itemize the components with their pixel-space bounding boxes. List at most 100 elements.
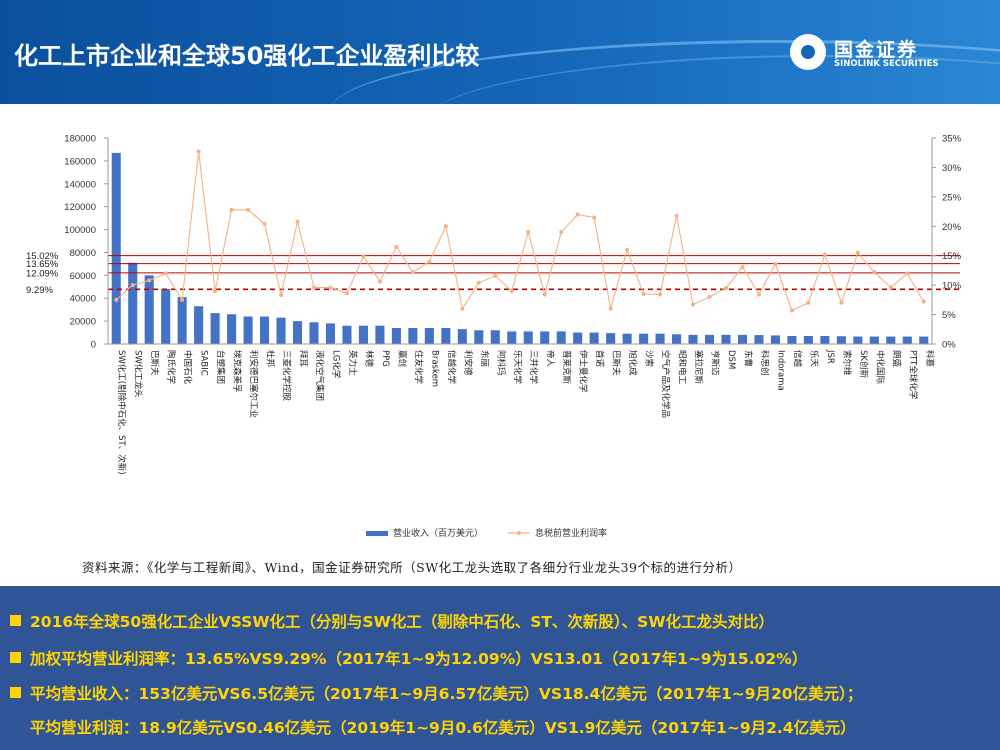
x-tick-label-17: PPG: [380, 350, 390, 367]
y-left-tick-label: 100000: [64, 225, 96, 236]
margin-point-3: [147, 278, 152, 283]
margin-point-42: [789, 308, 794, 313]
x-tick-label-25: 乐天化学: [512, 350, 523, 385]
x-tick-label-48: 朗盛: [891, 350, 902, 368]
x-tick-label-6: SABIC: [199, 350, 209, 376]
margin-point-22: [460, 306, 465, 311]
margin-point-10: [262, 221, 267, 226]
bar-16: [358, 325, 368, 344]
x-tick-label-28: 普莱克斯: [561, 350, 572, 385]
x-tick-label-43: 乐天: [808, 350, 819, 368]
x-tick-label-2: SW化工龙头: [133, 350, 144, 398]
bar-47: [869, 336, 879, 344]
x-tick-label-3: 巴斯夫: [149, 350, 160, 376]
margin-point-29: [575, 212, 580, 217]
summary-bullet-3: 平均营业收入：153亿美元VS6.5亿美元（2017年1~9月6.57亿美元）V…: [10, 682, 862, 704]
summary-text-3: 平均营业收入：153亿美元VS6.5亿美元（2017年1~9月6.57亿美元）V…: [30, 685, 863, 703]
x-tick-label-39: 东曹: [742, 350, 753, 367]
x-tick-label-10: 杜邦: [265, 350, 276, 368]
bar-35: [672, 334, 682, 344]
bar-49: [902, 336, 912, 344]
margin-point-25: [509, 289, 514, 294]
bar-32: [622, 333, 632, 344]
margin-point-16: [361, 254, 366, 259]
reference-label-3: 12.09%: [26, 268, 59, 279]
margin-point-4: [163, 271, 168, 276]
margin-point-36: [691, 302, 696, 307]
bar-33: [639, 333, 649, 344]
bar-10: [260, 316, 270, 344]
logo-en-text: SINOLINK SECURITIES: [834, 59, 939, 69]
bar-7: [210, 313, 220, 344]
x-tick-label-5: 中国石化: [182, 350, 193, 385]
y-left-tick-label: 60000: [70, 271, 96, 282]
margin-point-20: [427, 259, 432, 264]
margin-point-12: [295, 219, 300, 224]
bar-19: [408, 327, 418, 344]
bar-46: [853, 336, 863, 344]
summary-bullet-1: 2016年全球50强化工企业VSSW化工（分别与SW化工（剔除中石化、ST、次新…: [10, 610, 774, 632]
bar-21: [441, 327, 451, 344]
y-right-tick-label: 10%: [942, 281, 962, 292]
margin-point-43: [806, 300, 811, 305]
bar-12: [292, 321, 303, 344]
x-tick-label-20: Braskem: [429, 350, 439, 387]
summary-text-2: 加权平均营业利润率：13.65%VS9.29%（2017年1~9为12.09%）…: [30, 650, 808, 668]
bar-29: [573, 332, 583, 344]
x-tick-label-32: 旭化成: [627, 350, 638, 376]
y-left-tick-label: 160000: [64, 156, 96, 167]
margin-point-44: [822, 252, 827, 257]
margin-point-19: [410, 270, 415, 275]
x-tick-label-26: 三井化学: [528, 350, 539, 385]
x-tick-label-16: 林德: [363, 350, 374, 368]
summary-text-4: 平均营业利润：18.9亿美元VS0.46亿美元（2019年1~9月0.6亿美元）…: [30, 719, 856, 737]
summary-bullet-4: 平均营业利润：18.9亿美元VS0.46亿美元（2019年1~9月0.6亿美元）…: [10, 716, 856, 738]
bar-22: [457, 329, 467, 344]
header-banner: 化工上市企业和全球50强化工企业盈利比较 国金证券 SINOLINK SECUR…: [0, 0, 1000, 104]
x-tick-label-36: 塞拉尼斯: [693, 350, 704, 385]
x-tick-label-34: 空气产品及化学品: [660, 350, 671, 418]
margin-point-18: [394, 244, 399, 249]
bullet-square-icon: [10, 652, 21, 663]
margin-point-17: [377, 279, 382, 284]
x-tick-label-11: 三菱化学控股: [281, 350, 292, 402]
margin-point-28: [559, 230, 564, 235]
y-right-tick-label: 15%: [942, 251, 962, 262]
bar-27: [540, 331, 550, 344]
bar-26: [523, 331, 533, 344]
margin-point-38: [724, 286, 728, 291]
bar-11: [276, 317, 286, 344]
x-tick-label-15: 英力士: [347, 350, 358, 376]
margin-point-26: [526, 230, 531, 235]
margin-point-9: [246, 207, 251, 212]
x-tick-label-24: 阿科玛: [495, 350, 506, 376]
margin-point-11: [279, 293, 284, 298]
legend-swatch-bar: [366, 531, 388, 536]
bar-24: [490, 330, 500, 344]
bar-41: [770, 335, 780, 344]
x-tick-label-7: 台塑集团: [215, 350, 226, 384]
x-tick-label-22: 利安德: [462, 350, 473, 376]
bar-44: [820, 335, 830, 344]
x-tick-label-29: 伊士曼化学: [578, 350, 589, 393]
margin-point-47: [872, 270, 877, 275]
x-tick-label-35: 昭和电工: [677, 350, 688, 385]
y-left-tick-label: 180000: [64, 134, 96, 145]
bar-43: [803, 335, 813, 344]
x-tick-label-50: 科慕: [924, 350, 935, 368]
margin-point-46: [855, 250, 860, 255]
margin-point-50: [921, 299, 926, 304]
x-tick-label-41: Indorama: [775, 350, 785, 391]
bar-37: [704, 334, 715, 344]
margin-point-37: [707, 294, 712, 299]
y-right-tick-label: 5%: [942, 310, 956, 321]
x-tick-label-38: DSM: [726, 350, 736, 369]
bar-3: [144, 275, 154, 344]
x-tick-label-47: 中化国际: [874, 350, 885, 385]
y-left-tick-label: 80000: [70, 248, 96, 259]
x-tick-label-44: JSR: [825, 349, 835, 364]
company-logo: 国金证券 SINOLINK SECURITIES: [790, 34, 990, 74]
x-tick-labels: SW化工(剔除中石化、ST、次新) SW化工龙头 巴斯夫 陶氏化学 中国石化 SABIC 台…: [116, 349, 935, 475]
margin-point-5: [180, 297, 185, 302]
bar-23: [474, 330, 484, 344]
